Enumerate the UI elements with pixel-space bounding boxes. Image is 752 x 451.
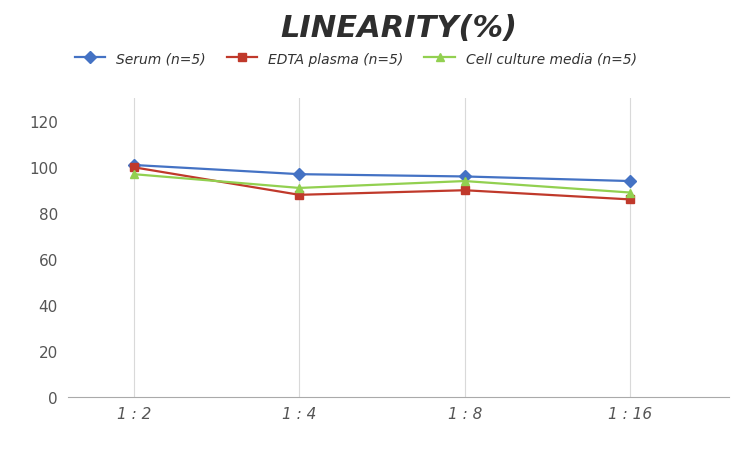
Serum (n=5)	[626, 179, 635, 184]
Serum (n=5)	[460, 175, 469, 180]
EDTA plasma (n=5)	[460, 188, 469, 193]
EDTA plasma (n=5)	[295, 193, 304, 198]
Line: Serum (n=5): Serum (n=5)	[129, 161, 635, 186]
EDTA plasma (n=5)	[626, 197, 635, 202]
Line: Cell culture media (n=5): Cell culture media (n=5)	[129, 170, 635, 197]
Cell culture media (n=5)	[626, 190, 635, 196]
Serum (n=5)	[129, 163, 138, 168]
Legend: Serum (n=5), EDTA plasma (n=5), Cell culture media (n=5): Serum (n=5), EDTA plasma (n=5), Cell cul…	[74, 53, 637, 67]
Line: EDTA plasma (n=5): EDTA plasma (n=5)	[129, 164, 635, 204]
EDTA plasma (n=5)	[129, 165, 138, 170]
Serum (n=5)	[295, 172, 304, 178]
Cell culture media (n=5)	[295, 186, 304, 191]
Cell culture media (n=5)	[460, 179, 469, 184]
Cell culture media (n=5)	[129, 172, 138, 178]
Title: LINEARITY(%): LINEARITY(%)	[280, 14, 517, 43]
